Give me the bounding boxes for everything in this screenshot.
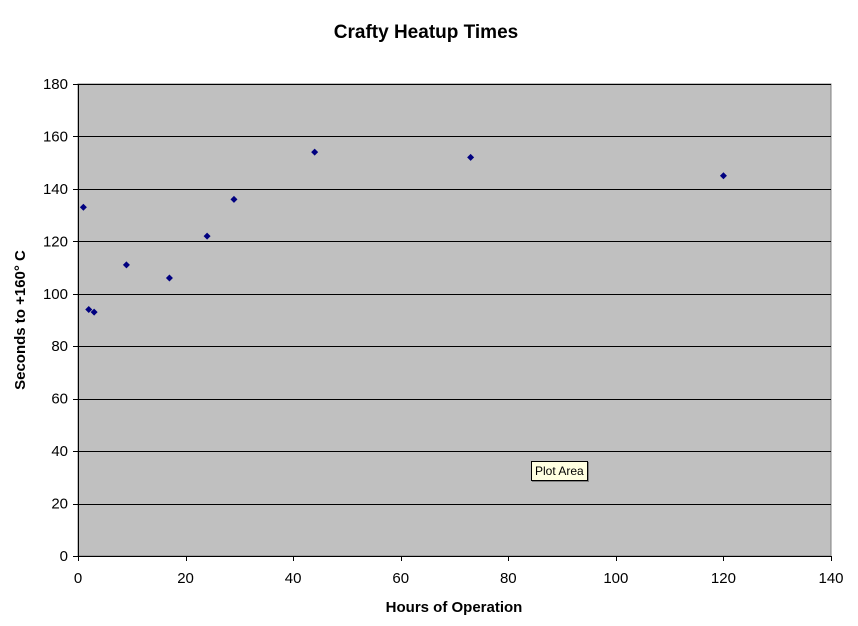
axes xyxy=(73,84,832,561)
x-tick-label: 0 xyxy=(74,570,82,587)
y-axis-label: Seconds to +160° C xyxy=(12,250,29,390)
y-tick-label: 180 xyxy=(43,76,68,93)
x-tick-label: 20 xyxy=(177,570,194,587)
x-tick-label: 100 xyxy=(603,570,628,587)
data-point[interactable] xyxy=(90,308,98,316)
x-axis-label: Hours of Operation xyxy=(386,599,523,616)
data-point[interactable] xyxy=(311,148,319,156)
y-tick-label: 140 xyxy=(43,181,68,198)
data-points xyxy=(79,148,727,316)
data-point[interactable] xyxy=(719,172,727,180)
x-tick-label: 120 xyxy=(711,570,736,587)
data-point[interactable] xyxy=(85,306,93,314)
plot-area[interactable] xyxy=(77,83,832,557)
y-tick-label: 80 xyxy=(51,338,68,355)
gridlines xyxy=(78,84,831,505)
x-tick-label: 80 xyxy=(500,570,517,587)
data-point[interactable] xyxy=(467,153,475,161)
chart-title: Crafty Heatup Times xyxy=(334,22,518,43)
y-tick-label: 100 xyxy=(43,286,68,303)
y-tick-label: 0 xyxy=(60,548,68,565)
data-point[interactable] xyxy=(165,274,173,282)
y-tick-label: 40 xyxy=(51,443,68,460)
data-point[interactable] xyxy=(79,203,87,211)
y-tick-label: 20 xyxy=(51,496,68,513)
tick-labels: 0 20 40 60 80 100 120 140 160 180 0 20 40 60 80 100 120 1… xyxy=(43,76,844,587)
data-point[interactable] xyxy=(230,195,238,203)
data-point[interactable] xyxy=(122,261,130,269)
y-tick-label: 120 xyxy=(43,233,68,250)
x-tick-label: 60 xyxy=(392,570,409,587)
data-point[interactable] xyxy=(203,232,211,240)
y-tick-label: 160 xyxy=(43,128,68,145)
y-tick-label: 60 xyxy=(51,391,68,408)
x-tick-label: 140 xyxy=(818,570,843,587)
x-tick-label: 40 xyxy=(285,570,302,587)
plot-area-tooltip: Plot Area xyxy=(531,461,588,481)
